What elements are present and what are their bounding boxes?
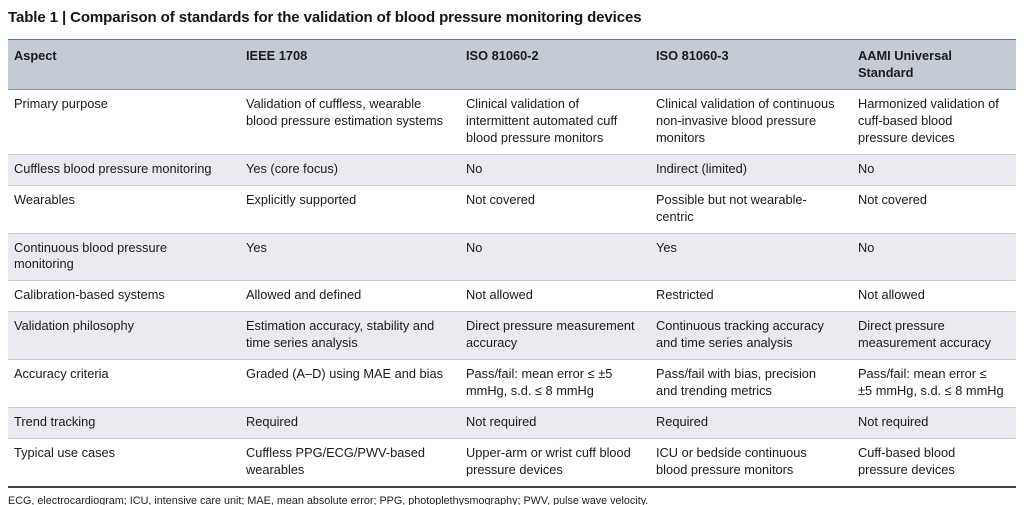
- table-cell: ICU or bedside continuous blood pressure…: [650, 437, 852, 488]
- table-cell: Explicitly supported: [240, 184, 460, 234]
- column-header-iso-81060-2: ISO 81060-2: [460, 38, 650, 91]
- table-row-primary-purpose: Primary purpose Validation of cuffless, …: [8, 89, 1016, 155]
- table-cell: No: [852, 153, 1016, 186]
- table-cell: Upper-arm or wrist cuff blood pressure d…: [460, 437, 650, 488]
- table-cell: No: [852, 232, 1016, 281]
- table-cell: Cuff-based blood pressure devices: [852, 437, 1016, 488]
- row-aspect: Continuous blood pressure monitoring: [8, 232, 240, 281]
- table-cell: Allowed and defined: [240, 280, 460, 312]
- table-cell: Continuous tracking accuracy and time se…: [650, 311, 852, 360]
- table-cell: Pass/fail: mean error ≤ ±5 mmHg, s.d. ≤ …: [460, 359, 650, 408]
- row-aspect: Cuffless blood pressure monitoring: [8, 153, 240, 186]
- table-row-accuracy-criteria: Accuracy criteria Graded (A–D) using MAE…: [8, 359, 1016, 408]
- table-cell: Yes: [650, 232, 852, 281]
- table-cell: No: [460, 153, 650, 186]
- row-aspect: Primary purpose: [8, 89, 240, 155]
- table-cell: Not covered: [852, 184, 1016, 234]
- table-row-validation-philosophy: Validation philosophy Estimation accurac…: [8, 311, 1016, 360]
- row-aspect: Typical use cases: [8, 437, 240, 488]
- table-cell: Direct pressure measurement accuracy: [460, 311, 650, 360]
- table-cell: Harmonized validation of cuff-based bloo…: [852, 89, 1016, 155]
- column-header-aspect: Aspect: [8, 38, 240, 91]
- table-cell: Not required: [460, 406, 650, 439]
- table-cell: Clinical validation of continuous non-in…: [650, 89, 852, 155]
- table-cell: Direct pressure measurement accuracy: [852, 311, 1016, 360]
- table-cell: Pass/fail: mean error ≤ ±5 mmHg, s.d. ≤ …: [852, 359, 1016, 408]
- table-cell: Not allowed: [460, 280, 650, 312]
- table-cell: Estimation accuracy, stability and time …: [240, 311, 460, 360]
- table-row-typical-use-cases: Typical use cases Cuffless PPG/ECG/PWV-b…: [8, 437, 1016, 488]
- row-aspect: Validation philosophy: [8, 311, 240, 360]
- column-header-iso-81060-3: ISO 81060-3: [650, 38, 852, 91]
- table-title: Table 1 | Comparison of standards for th…: [8, 9, 642, 26]
- table-cell: Required: [240, 406, 460, 439]
- table-cell: Validation of cuffless, wearable blood p…: [240, 89, 460, 155]
- table-footnote: ECG, electrocardiogram; ICU, intensive c…: [8, 494, 649, 505]
- column-header-ieee-1708: IEEE 1708: [240, 38, 460, 91]
- table-header: Aspect IEEE 1708 ISO 81060-2 ISO 81060-3…: [8, 38, 1016, 91]
- table-cell: Not covered: [460, 184, 650, 234]
- row-aspect: Wearables: [8, 184, 240, 234]
- table-cell: Not allowed: [852, 280, 1016, 312]
- table-cell: Possible but not wearable-centric: [650, 184, 852, 234]
- header-row: Aspect IEEE 1708 ISO 81060-2 ISO 81060-3…: [8, 38, 1016, 91]
- table-body: Primary purpose Validation of cuffless, …: [8, 89, 1016, 488]
- table-cell: Cuffless PPG/ECG/PWV-based wearables: [240, 437, 460, 488]
- comparison-table: Aspect IEEE 1708 ISO 81060-2 ISO 81060-3…: [8, 38, 1016, 488]
- table-cell: Not required: [852, 406, 1016, 439]
- table-cell: Graded (A–D) using MAE and bias: [240, 359, 460, 408]
- table-row-continuous-monitoring: Continuous blood pressure monitoring Yes…: [8, 232, 1016, 281]
- table-cell: Restricted: [650, 280, 852, 312]
- table-cell: Required: [650, 406, 852, 439]
- table-cell: Clinical validation of intermittent auto…: [460, 89, 650, 155]
- table-row-trend-tracking: Trend tracking Required Not required Req…: [8, 406, 1016, 439]
- table-cell: Yes: [240, 232, 460, 281]
- table-cell: Pass/fail with bias, precision and trend…: [650, 359, 852, 408]
- table-row-wearables: Wearables Explicitly supported Not cover…: [8, 184, 1016, 234]
- table-cell: Yes (core focus): [240, 153, 460, 186]
- table-row-cuffless-monitoring: Cuffless blood pressure monitoring Yes (…: [8, 153, 1016, 186]
- table-cell: No: [460, 232, 650, 281]
- row-aspect: Trend tracking: [8, 406, 240, 439]
- table-cell: Indirect (limited): [650, 153, 852, 186]
- row-aspect: Accuracy criteria: [8, 359, 240, 408]
- column-header-aami-universal-standard: AAMI Universal Standard: [852, 38, 1016, 91]
- table-row-calibration-systems: Calibration-based systems Allowed and de…: [8, 280, 1016, 312]
- row-aspect: Calibration-based systems: [8, 280, 240, 312]
